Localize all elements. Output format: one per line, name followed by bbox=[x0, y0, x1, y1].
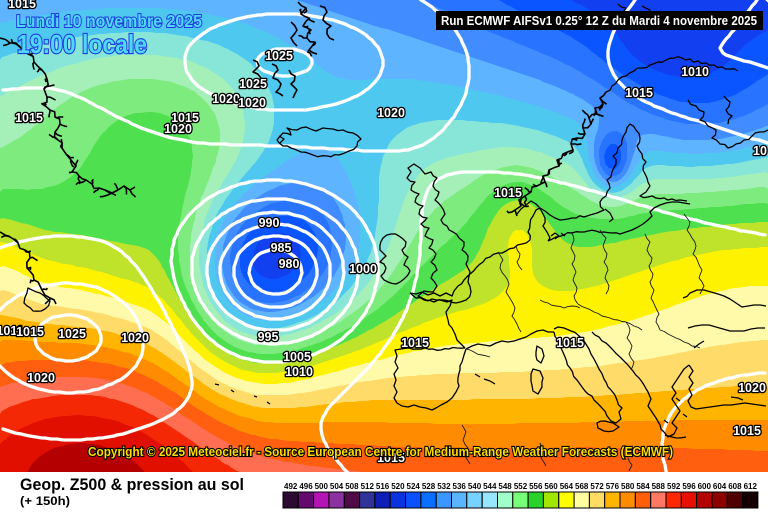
svg-text:1015: 1015 bbox=[401, 336, 429, 350]
svg-text:1020: 1020 bbox=[377, 106, 405, 120]
svg-text:600: 600 bbox=[698, 482, 712, 491]
svg-text:512: 512 bbox=[361, 482, 375, 491]
svg-text:584: 584 bbox=[636, 482, 650, 491]
svg-text:1015: 1015 bbox=[15, 111, 43, 125]
svg-text:(+ 150h): (+ 150h) bbox=[20, 494, 70, 508]
svg-text:10: 10 bbox=[753, 144, 767, 158]
svg-text:1020: 1020 bbox=[738, 381, 766, 395]
svg-text:536: 536 bbox=[453, 482, 467, 491]
svg-text:1015: 1015 bbox=[733, 424, 761, 438]
svg-text:496: 496 bbox=[299, 482, 313, 491]
svg-text:532: 532 bbox=[437, 482, 451, 491]
svg-text:604: 604 bbox=[713, 482, 727, 491]
svg-text:580: 580 bbox=[621, 482, 635, 491]
svg-text:1015: 1015 bbox=[494, 186, 522, 200]
svg-text:528: 528 bbox=[422, 482, 436, 491]
svg-text:1011: 1011 bbox=[0, 324, 24, 338]
svg-text:560: 560 bbox=[544, 482, 558, 491]
svg-text:990: 990 bbox=[259, 216, 280, 230]
svg-text:520: 520 bbox=[391, 482, 405, 491]
svg-text:1010: 1010 bbox=[681, 65, 709, 79]
svg-text:564: 564 bbox=[560, 482, 574, 491]
svg-text:524: 524 bbox=[407, 482, 421, 491]
svg-text:1015: 1015 bbox=[377, 451, 405, 465]
svg-text:19:00 locale: 19:00 locale bbox=[17, 29, 147, 59]
svg-text:592: 592 bbox=[667, 482, 681, 491]
svg-text:552: 552 bbox=[514, 482, 528, 491]
svg-text:Lundi 10 novembre 2025: Lundi 10 novembre 2025 bbox=[16, 11, 202, 31]
svg-text:500: 500 bbox=[315, 482, 329, 491]
svg-text:504: 504 bbox=[330, 482, 344, 491]
svg-text:544: 544 bbox=[483, 482, 497, 491]
svg-text:572: 572 bbox=[590, 482, 604, 491]
svg-text:492: 492 bbox=[284, 482, 298, 491]
svg-text:1015: 1015 bbox=[625, 86, 653, 100]
svg-text:1025: 1025 bbox=[265, 49, 293, 63]
svg-text:1010: 1010 bbox=[285, 365, 313, 379]
svg-text:516: 516 bbox=[376, 482, 390, 491]
svg-text:1020: 1020 bbox=[164, 122, 192, 136]
svg-text:1020: 1020 bbox=[238, 96, 266, 110]
svg-text:1020: 1020 bbox=[212, 92, 240, 106]
svg-text:1015: 1015 bbox=[556, 336, 584, 350]
svg-text:1015: 1015 bbox=[8, 0, 36, 11]
svg-text:Geop. Z500 & pression au sol: Geop. Z500 & pression au sol bbox=[20, 476, 244, 494]
svg-text:980: 980 bbox=[279, 257, 300, 271]
svg-text:1025: 1025 bbox=[239, 77, 267, 91]
svg-text:612: 612 bbox=[744, 482, 758, 491]
svg-text:1015: 1015 bbox=[171, 111, 199, 125]
svg-text:995: 995 bbox=[258, 330, 279, 344]
svg-text:1015: 1015 bbox=[16, 325, 44, 339]
svg-text:1020: 1020 bbox=[121, 331, 149, 345]
svg-text:1020: 1020 bbox=[27, 371, 55, 385]
svg-text:540: 540 bbox=[468, 482, 482, 491]
svg-text:608: 608 bbox=[728, 482, 742, 491]
svg-text:508: 508 bbox=[345, 482, 359, 491]
svg-text:1025: 1025 bbox=[58, 327, 86, 341]
svg-text:Run ECMWF AIFSv1 0.25° 12 Z du: Run ECMWF AIFSv1 0.25° 12 Z du Mardi 4 n… bbox=[441, 13, 757, 28]
svg-text:548: 548 bbox=[498, 482, 512, 491]
svg-text:576: 576 bbox=[606, 482, 620, 491]
svg-text:1005: 1005 bbox=[283, 350, 311, 364]
svg-text:596: 596 bbox=[682, 482, 696, 491]
svg-text:985: 985 bbox=[271, 241, 292, 255]
svg-text:Copyright © 2025 Meteociel.fr: Copyright © 2025 Meteociel.fr - Source E… bbox=[88, 444, 673, 459]
svg-text:588: 588 bbox=[652, 482, 666, 491]
svg-text:1000: 1000 bbox=[349, 262, 377, 276]
svg-text:568: 568 bbox=[575, 482, 589, 491]
svg-text:556: 556 bbox=[529, 482, 543, 491]
